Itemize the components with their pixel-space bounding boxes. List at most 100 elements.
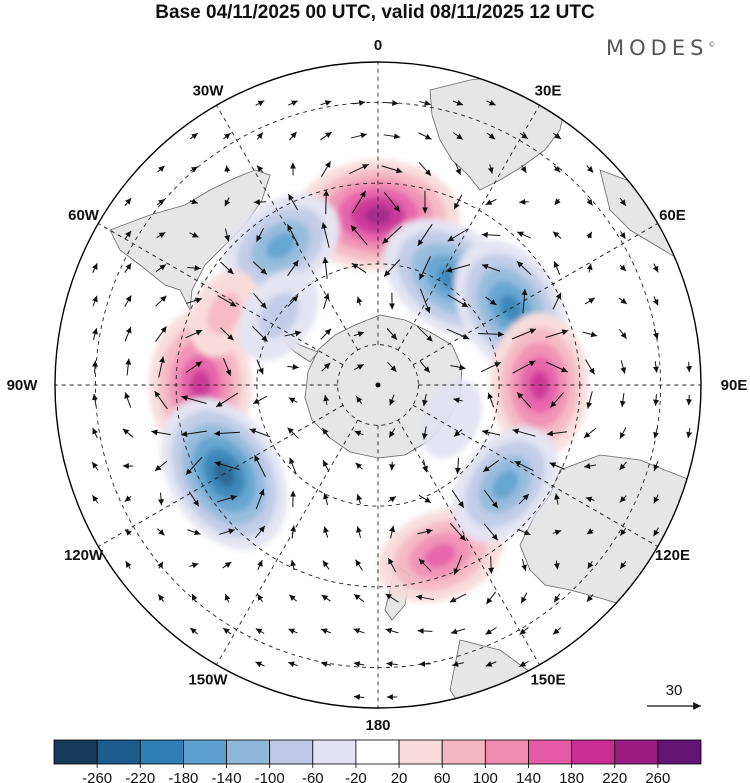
colorbar-tick-label: 60: [434, 770, 451, 783]
longitude-label: 120E: [655, 547, 690, 564]
wind-vector: [353, 694, 365, 701]
wind-vector: [252, 326, 268, 342]
wind-vector: [586, 391, 593, 409]
wind-vector: [418, 256, 432, 280]
wind-vector: [320, 661, 332, 668]
wind-vector: [582, 331, 598, 338]
wind-vector: [323, 492, 329, 506]
colorbar-swatch: [571, 739, 616, 765]
wind-vector: [449, 593, 467, 603]
colorbar-swatch: [269, 739, 314, 765]
wind-vector: [91, 461, 99, 471]
longitude-label: 60W: [68, 207, 100, 224]
wind-vector: [485, 198, 497, 206]
wind-vector: [586, 231, 593, 239]
meridian-line: [216, 419, 359, 665]
wind-vector: [185, 361, 203, 373]
wind-vector: [323, 394, 330, 406]
wind-vector: [418, 558, 432, 572]
wind-vector: [351, 262, 367, 274]
wind-vector: [158, 492, 165, 506]
colorbar-swatch: [226, 739, 271, 765]
wind-vector: [585, 359, 595, 375]
wind-vector: [521, 558, 527, 572]
wind-vector: [417, 223, 433, 247]
wind-vector: [256, 165, 264, 173]
wind-vector: [519, 626, 529, 636]
wind-vector: [257, 559, 263, 571]
wind-vector: [554, 493, 561, 505]
colorbar-tick-label: -20: [345, 770, 367, 783]
wind-vector: [155, 295, 167, 307]
wind-vector: [351, 190, 367, 214]
wind-vector: [518, 493, 530, 505]
wind-vector: [388, 428, 396, 438]
wind-vector: [321, 594, 331, 602]
wind-vector: [287, 295, 299, 307]
longitude-label: 90E: [721, 377, 748, 394]
wind-vector: [452, 661, 464, 667]
wind-vector: [485, 627, 497, 635]
wind-vector: [483, 489, 499, 509]
wind-vector: [322, 460, 330, 472]
longitude-label: 60E: [659, 207, 686, 224]
wind-vector: [157, 561, 164, 569]
wind-vector: [249, 428, 271, 438]
wind-vector: [252, 395, 268, 405]
colorbar-swatch: [657, 739, 702, 765]
longitude-label: 30W: [193, 83, 225, 100]
wind-vector: [381, 165, 403, 174]
wind-vector: [653, 527, 660, 537]
wind-vector: [189, 132, 199, 140]
wind-vector: [619, 230, 626, 240]
wind-vector: [289, 131, 297, 141]
wind-vector: [320, 100, 332, 106]
wind-vector: [185, 329, 203, 339]
wind-vector: [92, 295, 98, 307]
wind-vector: [222, 561, 232, 569]
wind-vector: [653, 494, 660, 504]
wind-vector: [124, 392, 132, 408]
wind-vector: [453, 397, 463, 404]
wind-vector: [254, 525, 266, 539]
anomaly-center: [238, 270, 319, 361]
wind-vector: [187, 265, 201, 272]
colorbar-tick-label: 220: [602, 770, 627, 783]
wind-vector: [355, 395, 363, 405]
wind-vector: [181, 395, 207, 404]
wind-vector: [453, 429, 463, 437]
wind-vector: [685, 361, 692, 373]
colorbar-swatch: [528, 739, 573, 765]
wind-vector: [554, 198, 561, 206]
wind-vector: [486, 132, 496, 140]
wind-vector: [320, 628, 332, 635]
brand-logo: MODES©: [606, 36, 715, 60]
wind-vector: [156, 231, 166, 239]
wind-vector: [419, 361, 431, 373]
wind-vector: [452, 99, 464, 106]
anomaly-contour: [492, 469, 519, 499]
wind-vector: [419, 288, 431, 314]
colorbar-swatch: [53, 739, 98, 765]
wind-vector: [151, 429, 171, 436]
anomaly-contour: [258, 292, 299, 339]
wind-vector: [619, 264, 627, 272]
wind-vector: [482, 459, 500, 473]
wind-vector: [92, 427, 98, 439]
wind-vector: [519, 198, 529, 205]
wind-vector: [382, 225, 402, 245]
wind-vector: [321, 362, 331, 372]
wind-vector: [190, 166, 198, 173]
brand-name: MODES: [606, 36, 709, 60]
wind-vector: [224, 228, 231, 242]
longitude-label: 90W: [7, 377, 39, 394]
wind-vector: [125, 560, 132, 570]
wind-vector: [124, 197, 132, 207]
wind-vector: [92, 327, 98, 341]
wind-vector: [157, 594, 165, 602]
brand-mark: ©: [708, 41, 716, 49]
wind-vector: [353, 628, 365, 634]
anomaly-contour: [420, 379, 483, 459]
colorbar-tick-label: -220: [125, 770, 155, 783]
